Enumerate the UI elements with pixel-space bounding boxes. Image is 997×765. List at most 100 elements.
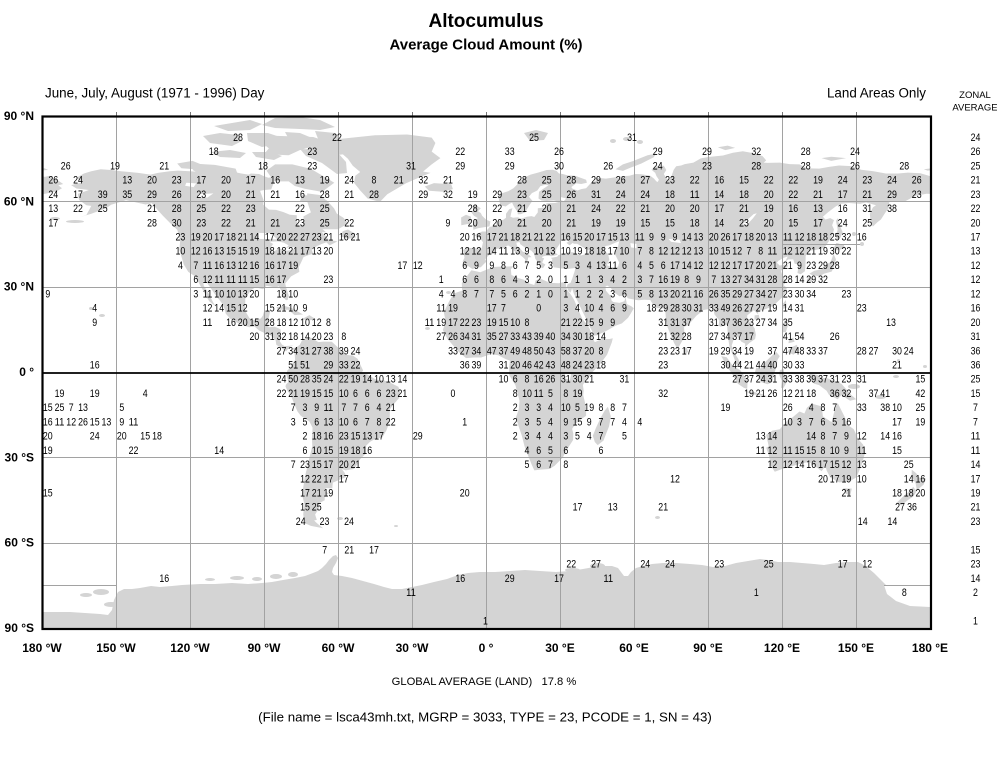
svg-text:13: 13 <box>48 203 58 215</box>
svg-text:18: 18 <box>665 189 675 201</box>
svg-text:38: 38 <box>880 402 890 414</box>
svg-text:15: 15 <box>806 445 816 457</box>
svg-text:24: 24 <box>904 345 914 357</box>
svg-text:33: 33 <box>857 402 867 414</box>
svg-text:23: 23 <box>739 217 749 229</box>
svg-text:37: 37 <box>721 317 731 329</box>
svg-text:15: 15 <box>140 431 150 443</box>
svg-text:23: 23 <box>196 217 206 229</box>
svg-text:25: 25 <box>916 402 926 414</box>
svg-text:19: 19 <box>670 274 680 286</box>
svg-text:26: 26 <box>732 303 742 315</box>
svg-text:8: 8 <box>599 345 604 357</box>
svg-text:24: 24 <box>90 431 100 443</box>
svg-text:6: 6 <box>303 445 308 457</box>
svg-text:24: 24 <box>351 345 361 357</box>
svg-text:27: 27 <box>732 374 742 386</box>
svg-text:4: 4 <box>377 402 382 414</box>
svg-text:10: 10 <box>620 246 630 258</box>
svg-text:0: 0 <box>548 288 553 300</box>
svg-text:20: 20 <box>250 331 260 343</box>
svg-text:14: 14 <box>806 431 816 443</box>
svg-text:8: 8 <box>372 175 377 187</box>
svg-text:24: 24 <box>296 516 306 528</box>
svg-text:23: 23 <box>246 203 256 215</box>
svg-text:25: 25 <box>904 459 914 471</box>
svg-text:1: 1 <box>439 274 444 286</box>
svg-text:19: 19 <box>110 160 120 172</box>
svg-text:20: 20 <box>756 232 766 244</box>
svg-text:23: 23 <box>472 317 482 329</box>
svg-text:16: 16 <box>455 573 465 585</box>
svg-text:22: 22 <box>221 203 231 215</box>
svg-text:14: 14 <box>300 331 310 343</box>
svg-text:6: 6 <box>563 445 568 457</box>
svg-text:12: 12 <box>971 260 981 272</box>
svg-text:39: 39 <box>806 374 816 386</box>
svg-text:36: 36 <box>732 317 742 329</box>
svg-text:1: 1 <box>462 416 467 428</box>
svg-text:20: 20 <box>203 232 213 244</box>
svg-text:9: 9 <box>599 317 604 329</box>
svg-text:16: 16 <box>714 175 724 187</box>
svg-text:47: 47 <box>487 345 497 357</box>
svg-text:21: 21 <box>566 203 576 215</box>
svg-text:5: 5 <box>563 260 568 272</box>
svg-text:35: 35 <box>312 374 322 386</box>
svg-text:28: 28 <box>801 146 811 158</box>
svg-text:22: 22 <box>842 246 852 258</box>
svg-text:16: 16 <box>857 232 867 244</box>
svg-text:8: 8 <box>525 317 530 329</box>
svg-text:27: 27 <box>732 274 742 286</box>
svg-text:19: 19 <box>288 260 298 272</box>
svg-text:9: 9 <box>525 246 530 258</box>
svg-text:36: 36 <box>907 502 917 514</box>
svg-text:32: 32 <box>670 331 680 343</box>
svg-text:11: 11 <box>971 431 981 443</box>
svg-text:14: 14 <box>714 189 724 201</box>
svg-text:37: 37 <box>869 388 879 400</box>
svg-text:7: 7 <box>291 402 296 414</box>
svg-text:12: 12 <box>862 559 872 571</box>
svg-text:21: 21 <box>739 203 749 215</box>
svg-text:17: 17 <box>744 331 754 343</box>
svg-text:11: 11 <box>635 232 645 244</box>
svg-text:23: 23 <box>702 160 712 172</box>
svg-text:29: 29 <box>418 189 428 201</box>
svg-text:30: 30 <box>573 374 583 386</box>
svg-text:18: 18 <box>288 331 298 343</box>
svg-text:4: 4 <box>513 274 518 286</box>
svg-text:5: 5 <box>536 260 541 272</box>
svg-text:21: 21 <box>561 317 571 329</box>
svg-text:22: 22 <box>971 203 981 215</box>
svg-text:28: 28 <box>768 274 778 286</box>
svg-text:23: 23 <box>307 146 317 158</box>
svg-text:10: 10 <box>288 303 298 315</box>
svg-text:17: 17 <box>714 203 724 215</box>
svg-text:8: 8 <box>525 374 530 386</box>
svg-text:7: 7 <box>649 274 654 286</box>
svg-text:17: 17 <box>196 175 206 187</box>
svg-text:90 °E: 90 °E <box>693 641 722 655</box>
svg-text:12: 12 <box>288 317 298 329</box>
svg-text:17: 17 <box>596 232 606 244</box>
svg-text:14: 14 <box>596 331 606 343</box>
svg-text:15: 15 <box>971 388 981 400</box>
svg-text:3: 3 <box>525 402 530 414</box>
svg-text:19: 19 <box>487 317 497 329</box>
svg-text:20: 20 <box>238 317 248 329</box>
svg-text:12: 12 <box>238 260 248 272</box>
svg-text:33: 33 <box>709 303 719 315</box>
svg-text:17: 17 <box>300 246 310 258</box>
svg-text:16: 16 <box>265 260 275 272</box>
svg-text:28: 28 <box>233 132 243 144</box>
svg-text:7: 7 <box>365 416 370 428</box>
svg-text:6: 6 <box>599 445 604 457</box>
svg-text:27: 27 <box>756 303 766 315</box>
svg-text:13: 13 <box>324 416 334 428</box>
svg-text:June, July, August (1971 - 199: June, July, August (1971 - 1996) Day <box>45 86 265 101</box>
svg-text:13: 13 <box>813 203 823 215</box>
svg-text:30: 30 <box>573 331 583 343</box>
svg-text:12: 12 <box>783 459 793 471</box>
svg-text:44: 44 <box>756 360 766 372</box>
